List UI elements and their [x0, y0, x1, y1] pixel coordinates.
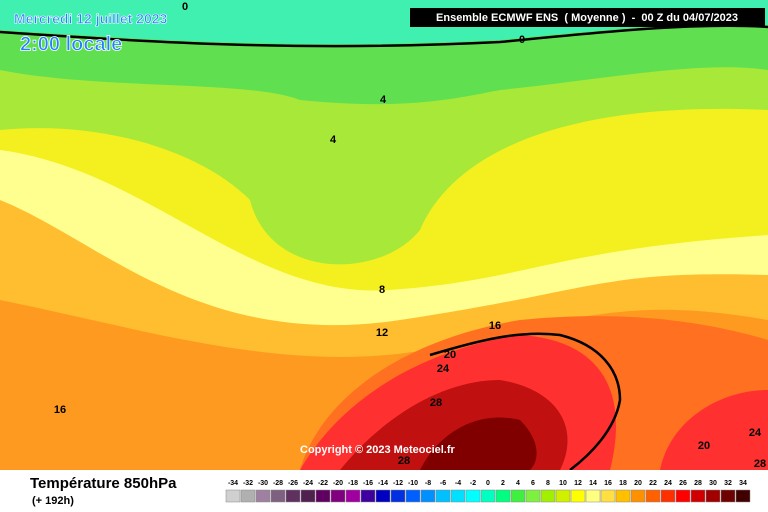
- legend-label: 18: [619, 480, 627, 487]
- legend-label: 6: [531, 480, 535, 487]
- legend-swatch: [690, 489, 706, 503]
- legend-swatch: [735, 489, 751, 503]
- legend-label: -28: [273, 480, 283, 487]
- contour-label: 20: [698, 440, 710, 452]
- legend-swatch: [615, 489, 631, 503]
- legend-label: 32: [724, 480, 732, 487]
- legend-swatch: [645, 489, 661, 503]
- legend-swatch: [450, 489, 466, 503]
- map: [0, 0, 768, 471]
- legend-label: -12: [393, 480, 403, 487]
- legend-swatch: [225, 489, 241, 503]
- legend-swatch: [660, 489, 676, 503]
- legend-swatch: [255, 489, 271, 503]
- contour-label: 24: [437, 363, 450, 375]
- legend-swatch: [405, 489, 421, 503]
- legend-swatch: [675, 489, 691, 503]
- contour-label: 12: [376, 327, 388, 339]
- legend-swatch: [600, 489, 616, 503]
- legend-label: 20: [634, 480, 642, 487]
- contour-label: 4: [380, 94, 387, 106]
- legend-label: -16: [363, 480, 373, 487]
- legend-label: 2: [501, 480, 505, 487]
- model-box: [410, 8, 765, 27]
- contour-label: 0: [182, 1, 188, 13]
- legend-label: -34: [228, 480, 238, 487]
- legend-swatch: [720, 489, 736, 503]
- legend-label: 22: [649, 480, 657, 487]
- contour-label: 28: [430, 397, 442, 409]
- legend-swatch: [300, 489, 316, 503]
- legend-swatch: [315, 489, 331, 503]
- lead-time: (+ 192h): [32, 495, 74, 507]
- contour-label: 28: [398, 455, 410, 467]
- field-title: Température 850hPa: [30, 475, 177, 492]
- contour-label: 24: [749, 427, 762, 439]
- legend-swatch: [570, 489, 586, 503]
- contour-label: 0: [519, 34, 525, 46]
- legend-label: -24: [303, 480, 313, 487]
- legend-swatch: [495, 489, 511, 503]
- legend-swatch: [360, 489, 376, 503]
- legend-swatch: [375, 489, 391, 503]
- date: Mercredi 12 juillet 2023: [14, 11, 168, 27]
- legend-swatch: [270, 489, 286, 503]
- contour-labels: 0 0 4 4 8 12 16 20 24 16 28 28 20 24 28: [54, 1, 766, 470]
- legend-label: 26: [679, 480, 687, 487]
- legend-swatch: [585, 489, 601, 503]
- copyright: Copyright © 2023 Meteociel.fr: [300, 444, 456, 456]
- legend-label: 14: [589, 480, 597, 487]
- local-time: 2:00 locale: [20, 33, 122, 55]
- legend-label: 0: [486, 480, 490, 487]
- model-run: Ensemble ECMWF ENS ( Moyenne ) - 00 Z du…: [436, 12, 738, 24]
- legend-label: -18: [348, 480, 358, 487]
- legend-label: 30: [709, 480, 717, 487]
- legend-label: 24: [664, 480, 672, 487]
- legend-swatch: [630, 489, 646, 503]
- legend-label: 8: [546, 480, 550, 487]
- legend-label: 16: [604, 480, 612, 487]
- legend-label: -2: [470, 480, 476, 487]
- legend-label: -14: [378, 480, 388, 487]
- contour-label: 28: [754, 458, 766, 470]
- legend-swatch: [555, 489, 571, 503]
- legend-swatch: [330, 489, 346, 503]
- legend-label: 10: [559, 480, 567, 487]
- contour-label: 16: [489, 320, 501, 332]
- legend-swatch: [435, 489, 451, 503]
- legend-swatch: [465, 489, 481, 503]
- legend-swatch: [705, 489, 721, 503]
- legend-label: -32: [243, 480, 253, 487]
- legend-swatch: [345, 489, 361, 503]
- legend-label: 34: [739, 480, 747, 487]
- legend-label: 28: [694, 480, 702, 487]
- legend-label: -26: [288, 480, 298, 487]
- legend-label: -30: [258, 480, 268, 487]
- legend-swatch: [525, 489, 541, 503]
- legend-swatch: [285, 489, 301, 503]
- contour-label: 8: [379, 284, 385, 296]
- legend-swatch: [510, 489, 526, 503]
- legend-label: -4: [455, 480, 461, 487]
- legend-swatch: [420, 489, 436, 503]
- contour-label: 4: [330, 134, 337, 146]
- contour-label: 16: [54, 404, 66, 416]
- legend-label: -22: [318, 480, 328, 487]
- legend-label: -6: [440, 480, 446, 487]
- legend-swatch: [480, 489, 496, 503]
- contour-label: 20: [444, 349, 456, 361]
- legend-label: 4: [516, 480, 520, 487]
- legend-swatch: [240, 489, 256, 503]
- legend-label: -8: [425, 480, 431, 487]
- legend-swatch: [390, 489, 406, 503]
- legend-swatch: [540, 489, 556, 503]
- legend-label: -20: [333, 480, 343, 487]
- legend-label: -10: [408, 480, 418, 487]
- color-legend: -34 -32 -30 -28 -26 -24 -22 -20 -18 -16 -14 -12 -10-…: [225, 480, 751, 503]
- legend-label: 12: [574, 480, 582, 487]
